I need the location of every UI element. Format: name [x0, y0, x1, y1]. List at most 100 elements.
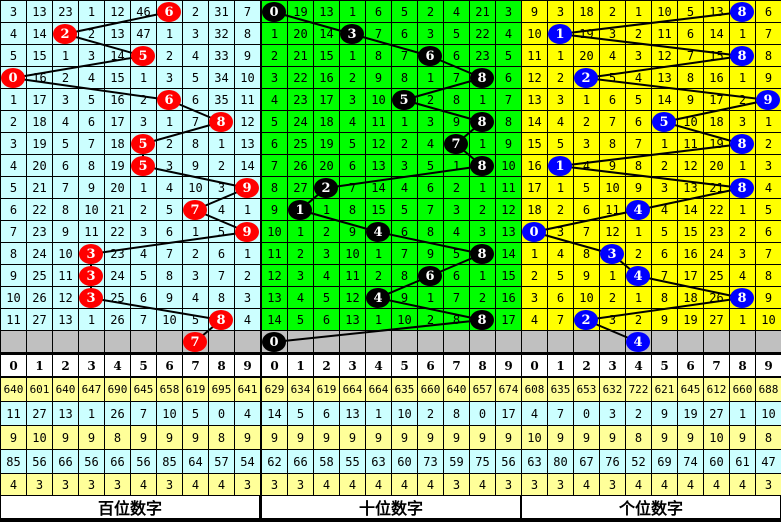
- panel-title: 百位数字: [1, 496, 259, 518]
- omission-cell: 23: [470, 45, 495, 66]
- stat-cell: 9: [574, 426, 599, 449]
- grey-cell: [470, 331, 495, 352]
- stat-cell: 4: [574, 474, 599, 495]
- omission-cell: 2: [730, 221, 755, 242]
- omission-cell: 12: [262, 265, 287, 286]
- omission-cell: 2: [366, 265, 391, 286]
- stat-cell: 9: [366, 426, 391, 449]
- omission-cell: 6: [157, 221, 182, 242]
- omission-cell: 2: [470, 287, 495, 308]
- omission-cell: 5: [392, 1, 417, 22]
- omission-cell: 2: [444, 177, 469, 198]
- omission-cell: 7: [626, 133, 651, 154]
- number-ball: 3: [79, 266, 103, 286]
- grey-cell: [288, 331, 313, 352]
- omission-cell: 5: [496, 45, 521, 66]
- number-ball: 6: [157, 2, 181, 22]
- stat-cell: 9: [652, 426, 677, 449]
- stat-cell: 645: [131, 378, 156, 401]
- omission-cell: 4: [235, 309, 260, 330]
- omission-cell: 7: [53, 177, 78, 198]
- stat-cell: 10: [157, 402, 182, 425]
- stat-cell: 688: [756, 378, 781, 401]
- omission-cell: 15: [366, 199, 391, 220]
- omission-cell: 26: [27, 287, 52, 308]
- digit-header: 3: [79, 355, 104, 376]
- omission-cell: 14: [678, 199, 703, 220]
- stat-cell: 621: [652, 378, 677, 401]
- stat-cell: 9: [730, 426, 755, 449]
- omission-cell: 35: [209, 89, 234, 110]
- stat-cell: 13: [53, 402, 78, 425]
- stat-cell: 5: [288, 402, 313, 425]
- stat-cell: 3: [27, 474, 52, 495]
- omission-cell: 9: [600, 155, 625, 176]
- omission-cell: 5: [1, 177, 26, 198]
- stat-cell: 3: [262, 474, 287, 495]
- grey-cell: [105, 331, 130, 352]
- omission-cell: 10: [340, 243, 365, 264]
- omission-cell: 3: [262, 67, 287, 88]
- number-ball: 8: [470, 244, 494, 264]
- omission-cell: 1: [79, 309, 104, 330]
- omission-cell: 2: [183, 243, 208, 264]
- omission-cell: 1: [235, 243, 260, 264]
- panel-title: 个位数字: [522, 496, 780, 518]
- omission-cell: 17: [522, 177, 547, 198]
- digit-header: 7: [183, 355, 208, 376]
- omission-cell: 10: [157, 309, 182, 330]
- omission-cell: 3: [574, 133, 599, 154]
- omission-cell: 4: [496, 23, 521, 44]
- stat-cell: 69: [652, 450, 677, 473]
- omission-cell: 1: [730, 23, 755, 44]
- omission-cell: 2: [131, 199, 156, 220]
- digit-header: 4: [626, 355, 651, 376]
- omission-cell: 12: [496, 199, 521, 220]
- omission-cell: 9: [53, 221, 78, 242]
- omission-cell: 4: [183, 287, 208, 308]
- omission-cell: 2: [157, 45, 182, 66]
- omission-cell: 2: [626, 243, 651, 264]
- omission-cell: 6: [548, 287, 573, 308]
- omission-cell: 4: [262, 89, 287, 110]
- omission-cell: 10: [366, 89, 391, 110]
- number-ball: 6: [418, 46, 442, 66]
- stat-cell: 54: [235, 450, 260, 473]
- omission-cell: 27: [288, 177, 313, 198]
- omission-cell: 25: [288, 133, 313, 154]
- omission-cell: 16: [704, 67, 729, 88]
- omission-cell: 5: [340, 133, 365, 154]
- omission-cell: 10: [392, 309, 417, 330]
- omission-cell: 5: [288, 309, 313, 330]
- omission-cell: 7: [392, 45, 417, 66]
- omission-cell: 3: [209, 177, 234, 198]
- number-ball: 4: [366, 288, 390, 308]
- omission-cell: 21: [704, 177, 729, 198]
- omission-cell: 9: [522, 1, 547, 22]
- omission-cell: 1: [288, 221, 313, 242]
- omission-cell: 2: [235, 265, 260, 286]
- stat-cell: 9: [392, 426, 417, 449]
- omission-cell: 5: [444, 23, 469, 44]
- omission-cell: 2: [53, 67, 78, 88]
- omission-cell: 13: [704, 1, 729, 22]
- omission-cell: 27: [27, 309, 52, 330]
- omission-cell: 9: [262, 199, 287, 220]
- digit-header: 2: [53, 355, 78, 376]
- omission-cell: 5: [1, 45, 26, 66]
- stat-cell: 8: [626, 426, 651, 449]
- stat-cell: 9: [600, 426, 625, 449]
- stat-cell: 653: [574, 378, 599, 401]
- number-ball: 8: [470, 310, 494, 330]
- omission-cell: 3: [470, 221, 495, 242]
- number-ball: 6: [157, 90, 181, 110]
- omission-cell: 1: [730, 309, 755, 330]
- omission-cell: 9: [574, 265, 599, 286]
- omission-cell: 12: [53, 287, 78, 308]
- omission-cell: 23: [704, 221, 729, 242]
- digit-header: 2: [314, 355, 339, 376]
- omission-cell: 4: [756, 177, 781, 198]
- omission-cell: 18: [704, 111, 729, 132]
- grey-cell: [678, 331, 703, 352]
- omission-cell: 33: [209, 45, 234, 66]
